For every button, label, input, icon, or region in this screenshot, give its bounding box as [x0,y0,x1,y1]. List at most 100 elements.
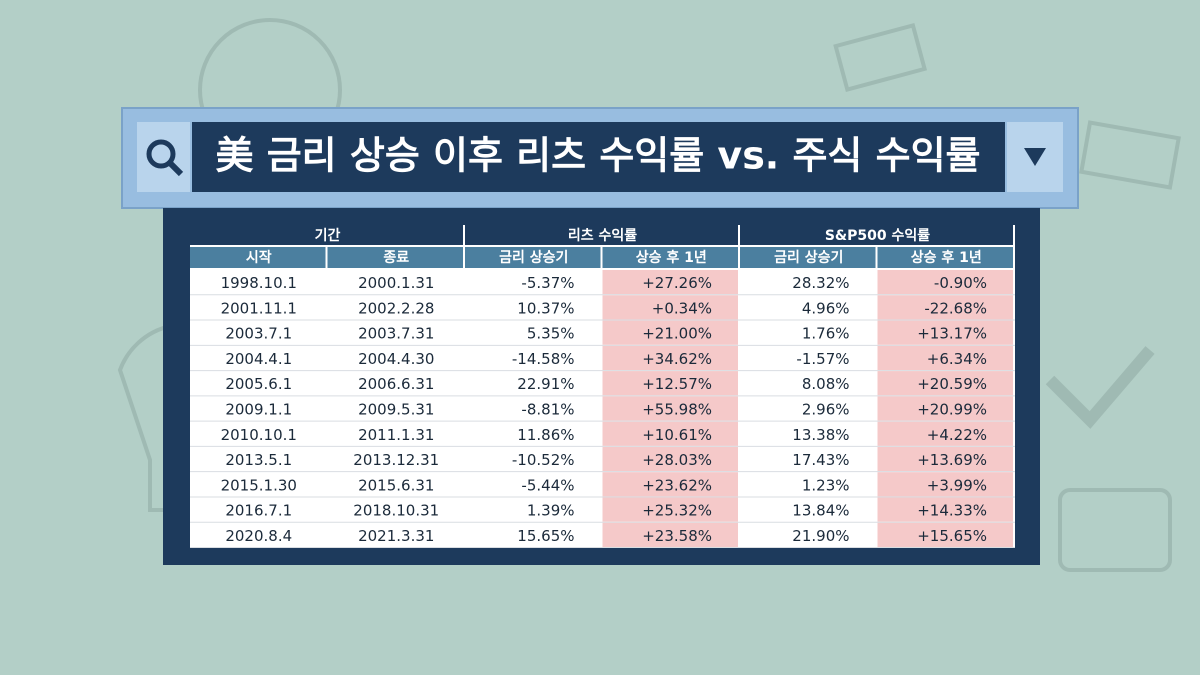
title-box [192,122,1005,192]
column-header: 금리 상승기 [774,250,843,266]
cell: 1.23% [802,476,850,494]
highlight-cell [602,446,738,472]
cell: +10.61% [642,426,712,444]
cell: -22.68% [924,299,987,317]
highlight-cell [877,497,1013,522]
cell: 2013.5.1 [225,451,292,469]
cell: +20.99% [917,401,987,419]
cell: 2003.7.1 [225,325,292,343]
cell: 8.08% [802,375,850,393]
cell: 2004.4.30 [358,350,434,368]
highlight-cell [877,522,1013,547]
cell: +23.62% [642,476,712,494]
cell: 4.96% [802,299,850,317]
title: 美 금리 상승 이후 리츠 수익률 vs. 주식 수익률 [215,134,980,178]
dropdown-arrow [1024,148,1046,166]
group-header-cell [190,225,463,245]
highlight-cell [877,371,1013,396]
cell: 2009.1.1 [225,401,292,419]
cell: 1.39% [527,502,575,520]
highlight-cell [602,345,738,371]
group-header: 기간 [315,227,341,244]
cell: +21.00% [642,325,712,343]
cell: -10.52% [512,451,575,469]
highlight-cell [877,396,1013,421]
column-header: 상승 후 1년 [636,250,707,266]
cell: 2006.6.31 [358,375,434,393]
cell: 13.84% [792,502,849,520]
highlight-cell [602,371,738,396]
highlight-cell [602,421,738,446]
group-header: 리츠 수익률 [568,227,637,244]
cell: 2011.1.31 [358,426,434,444]
cell: 2002.2.28 [358,299,434,317]
column-header-cell [740,247,876,268]
cell: -1.57% [796,350,849,368]
cell: -5.44% [521,476,574,494]
column-header: 종료 [383,250,409,266]
highlight-cell [602,396,738,421]
highlight-cell [877,421,1013,446]
cell: +4.22% [927,426,987,444]
cell: +12.57% [642,375,712,393]
cell: +23.58% [642,527,712,545]
cell: 1.76% [802,325,850,343]
highlight-cell [877,472,1013,497]
cell: +3.99% [927,476,987,494]
cell: +55.98% [642,401,712,419]
highlight-cell [877,446,1013,472]
column-header-cell [327,247,463,268]
cell: -14.58% [512,350,575,368]
cell: 21.90% [792,527,849,545]
cell: 2003.7.31 [358,325,434,343]
highlight-cell [877,270,1013,295]
cell: 11.86% [517,426,574,444]
cell: +15.65% [917,527,987,545]
column-header-cell [190,247,326,268]
cell: 2018.10.31 [353,502,439,520]
column-header: 시작 [246,249,272,266]
group-header-cell [465,225,738,245]
cell: 2004.4.1 [225,350,292,368]
cell: 17.43% [792,451,849,469]
highlight-cell [877,320,1013,345]
search-button[interactable] [137,122,190,192]
highlight-cell [602,295,738,320]
cell: +6.34% [927,350,987,368]
cell: +13.17% [917,325,987,343]
cell: -5.37% [521,274,574,292]
highlight-cell [602,522,738,547]
cell: 1998.10.1 [221,274,297,292]
cell: -0.90% [934,274,987,292]
column-header-cell [602,247,738,268]
cell: 2010.10.1 [221,426,297,444]
cell: -8.81% [521,401,574,419]
cell: 2021.3.31 [358,527,434,545]
group-header: S&P500 수익률 [825,227,930,244]
highlight-cell [602,497,738,522]
cell: 2001.11.1 [221,299,297,317]
cell: 2005.6.1 [225,375,292,393]
cell: 2009.5.31 [358,401,434,419]
cell: 2020.8.4 [225,527,292,545]
column-header-cell [877,247,1013,268]
cell: 2015.6.31 [358,476,434,494]
column-header: 금리 상승기 [499,250,568,266]
cell: +14.33% [917,502,987,520]
cell: 5.35% [527,325,575,343]
cell: 13.38% [792,426,849,444]
cell: 15.65% [517,527,574,545]
cell: +28.03% [642,451,712,469]
cell: +20.59% [917,375,987,393]
cell: 2013.12.31 [353,451,439,469]
cell: +27.26% [642,274,712,292]
highlight-cell [877,295,1013,320]
cell: +13.69% [917,451,987,469]
cell: +34.62% [642,350,712,368]
cell: 2000.1.31 [358,274,434,292]
highlight-cell [877,345,1013,371]
group-header-cell [740,225,1013,245]
